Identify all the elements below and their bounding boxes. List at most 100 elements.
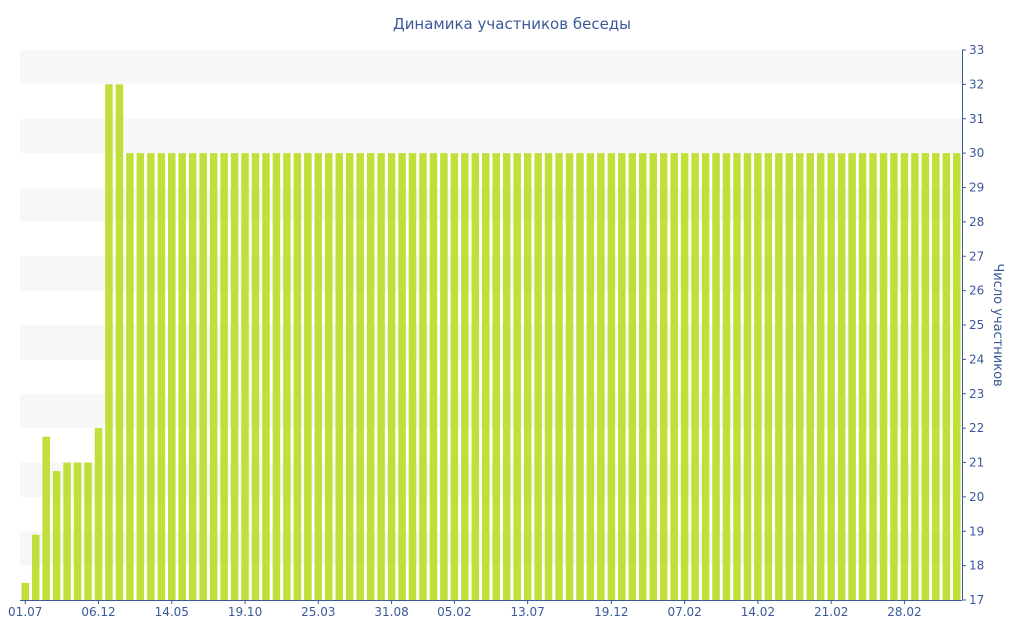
bar[interactable] [241, 153, 249, 601]
bar[interactable] [837, 153, 846, 601]
bar[interactable] [105, 84, 113, 601]
bar[interactable] [251, 153, 260, 601]
bar[interactable] [607, 153, 616, 601]
bar[interactable] [325, 153, 333, 601]
y-tick-label: 32 [969, 77, 984, 91]
bar[interactable] [565, 153, 574, 601]
bar[interactable] [272, 153, 281, 601]
bar[interactable] [911, 153, 919, 601]
bar[interactable] [136, 153, 145, 601]
bar[interactable] [398, 153, 406, 601]
bar[interactable] [126, 153, 134, 601]
y-tick-label: 20 [969, 490, 984, 504]
bar[interactable] [712, 153, 720, 601]
bar[interactable] [869, 153, 877, 601]
bar[interactable] [314, 153, 323, 601]
x-tick-label: 14.05 [155, 605, 189, 619]
bar[interactable] [42, 436, 50, 600]
bar[interactable] [722, 153, 731, 601]
bar[interactable] [628, 153, 637, 601]
bar[interactable] [188, 153, 197, 601]
bar[interactable] [827, 153, 835, 601]
bar[interactable] [482, 153, 490, 601]
bar[interactable] [932, 153, 940, 601]
bar[interactable] [576, 153, 584, 601]
bar[interactable] [94, 428, 103, 601]
bar[interactable] [586, 153, 595, 601]
bar[interactable] [555, 153, 563, 601]
bar[interactable] [356, 153, 364, 601]
bar[interactable] [639, 153, 647, 601]
bar[interactable] [21, 582, 30, 600]
bar[interactable] [680, 153, 689, 601]
bar[interactable] [31, 534, 40, 600]
bar[interactable] [848, 153, 856, 601]
bar[interactable] [304, 153, 312, 601]
bar[interactable] [429, 153, 438, 601]
bar[interactable] [890, 153, 898, 601]
bar[interactable] [942, 153, 951, 601]
bar[interactable] [199, 153, 207, 601]
bar[interactable] [701, 153, 710, 601]
grid-band [20, 462, 962, 497]
bar[interactable] [377, 153, 385, 601]
bar[interactable] [523, 153, 532, 601]
bar[interactable] [450, 153, 459, 601]
bar[interactable] [649, 153, 658, 601]
bar[interactable] [534, 153, 542, 601]
bar[interactable] [115, 84, 124, 601]
bar[interactable] [419, 153, 427, 601]
bar[interactable] [209, 153, 218, 601]
bar[interactable] [775, 153, 783, 601]
bar[interactable] [733, 153, 741, 601]
x-tick-label: 19.10 [228, 605, 262, 619]
bar[interactable] [73, 462, 82, 601]
bar[interactable] [63, 462, 71, 601]
x-tick-label: 06.12 [81, 605, 115, 619]
bar[interactable] [513, 153, 521, 601]
y-tick-label: 28 [969, 215, 984, 229]
bar[interactable] [293, 153, 302, 601]
bar[interactable] [283, 153, 291, 601]
bar[interactable] [921, 153, 930, 601]
bar[interactable] [157, 153, 166, 601]
bar[interactable] [492, 153, 501, 601]
bar[interactable] [743, 153, 752, 601]
bar[interactable] [953, 153, 961, 601]
bar[interactable] [366, 153, 375, 601]
grid-band [20, 256, 962, 291]
bar[interactable] [335, 153, 344, 601]
bar[interactable] [461, 153, 469, 601]
bar[interactable] [220, 153, 228, 601]
bar[interactable] [670, 153, 678, 601]
bar[interactable] [230, 153, 239, 601]
bar[interactable] [471, 153, 480, 601]
bar[interactable] [440, 153, 448, 601]
bar[interactable] [754, 153, 762, 601]
bar[interactable] [52, 471, 61, 600]
bar[interactable] [806, 153, 815, 601]
bar[interactable] [785, 153, 794, 601]
bar[interactable] [262, 153, 270, 601]
bar[interactable] [178, 153, 187, 601]
x-tick-label: 01.07 [8, 605, 42, 619]
bar[interactable] [659, 153, 668, 601]
bar[interactable] [858, 153, 867, 601]
bar[interactable] [84, 462, 92, 601]
bar[interactable] [764, 153, 773, 601]
bar[interactable] [816, 153, 825, 601]
bar[interactable] [345, 153, 354, 601]
bar[interactable] [408, 153, 417, 601]
bar[interactable] [502, 153, 511, 601]
bar[interactable] [387, 153, 396, 601]
bar[interactable] [691, 153, 699, 601]
bar[interactable] [544, 153, 553, 601]
bar[interactable] [618, 153, 626, 601]
bar[interactable] [597, 153, 605, 601]
x-tick-label: 13.07 [510, 605, 544, 619]
bar[interactable] [147, 153, 155, 601]
bar[interactable] [168, 153, 176, 601]
bar[interactable] [796, 153, 804, 601]
bar[interactable] [879, 153, 888, 601]
bar[interactable] [900, 153, 909, 601]
